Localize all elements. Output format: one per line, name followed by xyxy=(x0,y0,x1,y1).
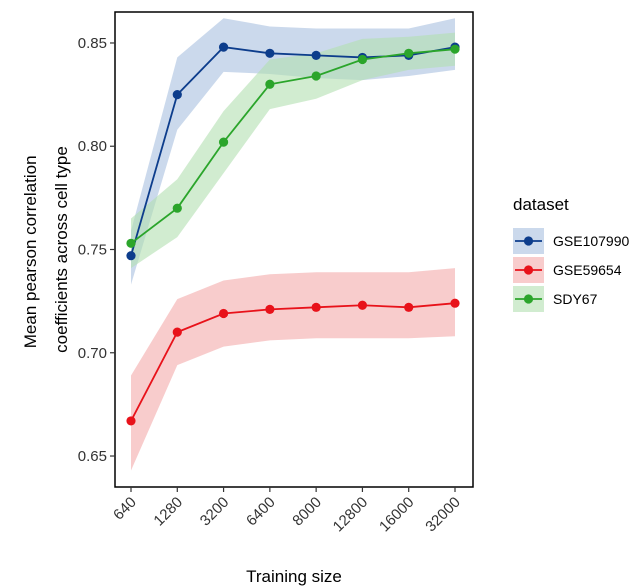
x-tick-label: 8000 xyxy=(289,494,325,530)
line-sdy67 xyxy=(130,48,456,245)
legend-key-gse59654 xyxy=(513,257,544,283)
point-sdy67-8000 xyxy=(311,71,321,81)
x-tick-label: 6400 xyxy=(243,494,279,530)
point-gse107990-1280 xyxy=(172,90,182,100)
legend-key-gse107990 xyxy=(513,228,544,254)
point-sdy67-640 xyxy=(126,238,136,248)
legend-key-sdy67 xyxy=(513,286,544,312)
y-tick-label: 0.65 xyxy=(78,448,107,465)
line-gse59654 xyxy=(130,302,456,422)
x-axis-title: Training size xyxy=(246,567,342,586)
legend-label-sdy67: SDY67 xyxy=(553,291,598,307)
y-tick-label: 0.70 xyxy=(78,345,107,362)
x-tick-label: 3200 xyxy=(197,494,233,530)
x-tick-label: 32000 xyxy=(422,494,464,536)
series-lines xyxy=(130,46,456,422)
legend: dataset GSE107990 GSE59654 SDY67 xyxy=(513,195,629,312)
point-sdy67-32000 xyxy=(450,44,460,54)
legend-label-gse107990: GSE107990 xyxy=(553,233,629,249)
y-axis-title-line-2: coefficients across cell type xyxy=(52,146,71,353)
x-tick-label: 1280 xyxy=(150,494,186,530)
point-sdy67-6400 xyxy=(265,79,275,89)
y-tick-label: 0.80 xyxy=(78,138,107,155)
point-gse59654-6400 xyxy=(265,304,275,314)
band-gse107990 xyxy=(131,18,455,285)
point-gse59654-12800 xyxy=(357,300,368,310)
x-axis: 640 1280 3200 6400 8000 12800 16000 32000 xyxy=(110,487,464,535)
point-gse59654-16000 xyxy=(404,302,414,312)
x-tick-label: 16000 xyxy=(376,494,418,536)
point-gse59654-640 xyxy=(126,416,136,426)
legend-point-swatch xyxy=(523,236,534,246)
legend-label-gse59654: GSE59654 xyxy=(553,262,622,278)
y-axis-title: Mean pearson correlation coefficients ac… xyxy=(21,146,71,353)
point-gse59654-8000 xyxy=(311,302,321,312)
series-points xyxy=(126,42,460,426)
point-gse59654-3200 xyxy=(218,308,229,319)
point-sdy67-3200 xyxy=(218,137,229,147)
point-gse59654-32000 xyxy=(450,298,460,308)
point-gse107990-3200 xyxy=(218,42,229,52)
point-sdy67-12800 xyxy=(357,54,368,65)
band-gse59654 xyxy=(131,268,455,471)
point-gse107990-640 xyxy=(126,251,136,261)
confidence-bands xyxy=(131,18,455,471)
point-gse107990-6400 xyxy=(265,48,275,58)
y-tick-label: 0.75 xyxy=(78,242,107,259)
line-gse107990 xyxy=(130,46,456,256)
y-tick-label: 0.85 xyxy=(78,35,107,52)
point-gse59654-1280 xyxy=(172,327,182,337)
x-tick-label: 640 xyxy=(110,494,140,524)
point-gse107990-8000 xyxy=(311,50,321,60)
x-tick-label: 12800 xyxy=(330,494,372,536)
legend-point-swatch xyxy=(523,265,534,275)
y-axis: 0.65 0.70 0.75 0.80 0.85 xyxy=(78,35,115,465)
legend-point-swatch xyxy=(523,294,534,304)
point-sdy67-16000 xyxy=(404,48,414,58)
y-axis-title-line-1: Mean pearson correlation xyxy=(21,155,40,348)
point-sdy67-1280 xyxy=(172,203,182,213)
legend-title: dataset xyxy=(513,195,569,214)
